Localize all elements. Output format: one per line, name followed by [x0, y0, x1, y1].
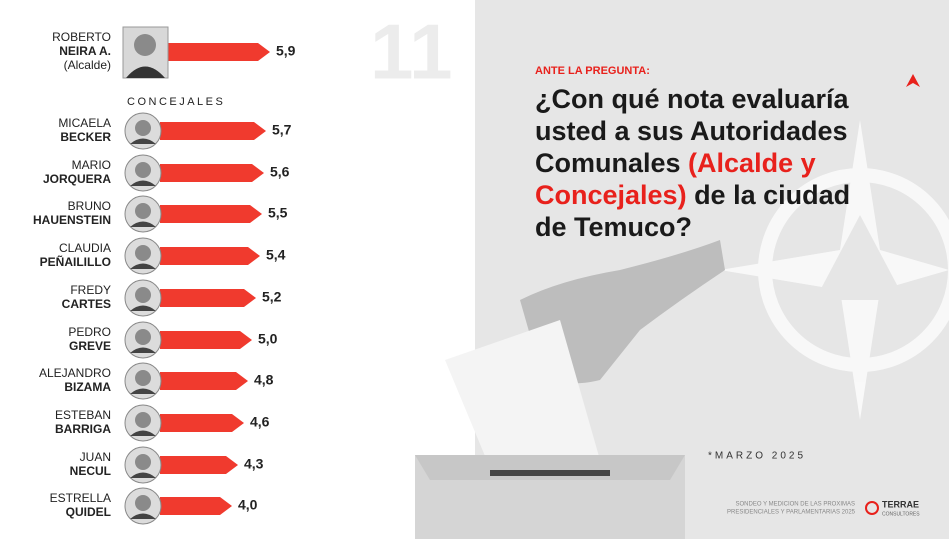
footer-line: SONDEO Y MEDICION DE LAS PROXIMAS — [736, 502, 855, 508]
value-label: 4,6 — [250, 414, 270, 430]
question-line: de Temuco? — [535, 212, 692, 242]
name-label: BIZAMA — [64, 380, 111, 394]
portrait-body — [130, 388, 156, 394]
name-label: ESTEBAN — [55, 408, 111, 422]
portrait-head — [135, 495, 151, 511]
question-text: de Temuco? — [535, 212, 692, 242]
value-label: 5,2 — [262, 289, 282, 305]
portrait-head — [135, 120, 151, 136]
portrait-head — [135, 329, 151, 345]
value-label: 5,9 — [276, 43, 296, 59]
name-label: ALEJANDRO — [39, 366, 111, 380]
name-label: FREDY — [70, 283, 111, 297]
name-label: NEIRA A. — [59, 44, 111, 58]
portrait-body — [130, 180, 156, 186]
portrait-body — [130, 263, 156, 269]
portrait-body — [130, 472, 156, 478]
bar — [160, 43, 270, 61]
name-label: CARTES — [62, 297, 111, 311]
portrait-head — [135, 454, 151, 470]
name-label: HAUENSTEIN — [33, 213, 111, 227]
footer-line: PRESIDENCIALES Y PARLAMENTARIAS 2025 — [727, 510, 856, 516]
question-highlight: Concejales) — [535, 180, 687, 210]
kicker: ANTE LA PREGUNTA: — [535, 65, 650, 77]
bar — [160, 289, 256, 307]
brand-sub: CONSULTORES — [882, 511, 920, 517]
bar — [160, 456, 238, 474]
name-label: PEDRO — [68, 325, 111, 339]
bar — [160, 372, 248, 390]
bar — [160, 122, 266, 140]
question-text: ¿Con qué nota evaluaría — [535, 84, 850, 114]
name-label: NECUL — [70, 464, 111, 478]
question-line: Concejales) de la ciudad — [535, 180, 850, 210]
portrait-body — [130, 513, 156, 519]
bar — [160, 247, 260, 265]
portrait-body — [130, 430, 156, 436]
question: ¿Con qué nota evaluaría usted a sus Auto… — [535, 84, 850, 242]
value-label: 5,7 — [272, 122, 292, 138]
name-label: PEÑAILILLO — [40, 254, 111, 269]
question-text: Comunales — [535, 148, 688, 178]
name-label: MICAELA — [58, 116, 111, 130]
portrait-body — [130, 138, 156, 144]
portrait-head — [135, 412, 151, 428]
question-line: Comunales (Alcalde y — [535, 148, 816, 178]
name-label: JORQUERA — [43, 172, 111, 186]
name-label: QUIDEL — [66, 505, 111, 519]
question-line: ¿Con qué nota evaluaría — [535, 84, 850, 114]
value-label: 4,0 — [238, 497, 258, 513]
name-label: GREVE — [69, 339, 111, 353]
question-highlight: (Alcalde y — [688, 148, 816, 178]
value-label: 4,8 — [254, 372, 274, 388]
ballot-photo — [415, 240, 725, 539]
question-text: de la ciudad — [687, 180, 851, 210]
portrait-head — [135, 162, 151, 178]
logo-mark — [906, 74, 920, 87]
bar — [160, 205, 262, 223]
value-label: 5,0 — [258, 331, 278, 347]
question-text: usted a sus Autoridades — [535, 116, 848, 146]
portrait-body — [126, 66, 165, 78]
portrait-head — [135, 370, 151, 386]
bar — [160, 331, 252, 349]
value-label: 4,3 — [244, 456, 264, 472]
portrait-body — [130, 347, 156, 353]
question-line: usted a sus Autoridades — [535, 116, 848, 146]
page-number: 11 — [370, 8, 452, 96]
value-label: 5,4 — [266, 247, 286, 263]
bar — [160, 497, 232, 515]
name-label: ESTRELLA — [50, 491, 111, 505]
date: *MARZO 2025 — [708, 451, 806, 462]
bar — [160, 414, 244, 432]
name-label: BECKER — [60, 130, 111, 144]
brand: TERRAE — [882, 499, 919, 509]
portrait-head — [134, 34, 156, 56]
name-label: JUAN — [80, 450, 111, 464]
value-label: 5,5 — [268, 205, 288, 221]
portrait-body — [130, 305, 156, 311]
bar — [160, 164, 264, 182]
name-label: ROBERTO — [52, 30, 111, 44]
portrait-body — [130, 221, 156, 227]
compass-watermark — [720, 120, 949, 420]
portrait-head — [135, 287, 151, 303]
name-label: CLAUDIA — [59, 241, 111, 255]
name-label: (Alcalde) — [64, 58, 111, 72]
name-label: BRUNO — [68, 199, 111, 213]
portrait-head — [135, 203, 151, 219]
name-label: MARIO — [72, 158, 111, 172]
name-label: BARRIGA — [55, 422, 111, 436]
portrait-head — [135, 245, 151, 261]
section-label: CONCEJALES — [127, 96, 225, 108]
value-label: 5,6 — [270, 164, 290, 180]
brand-icon — [865, 501, 879, 515]
